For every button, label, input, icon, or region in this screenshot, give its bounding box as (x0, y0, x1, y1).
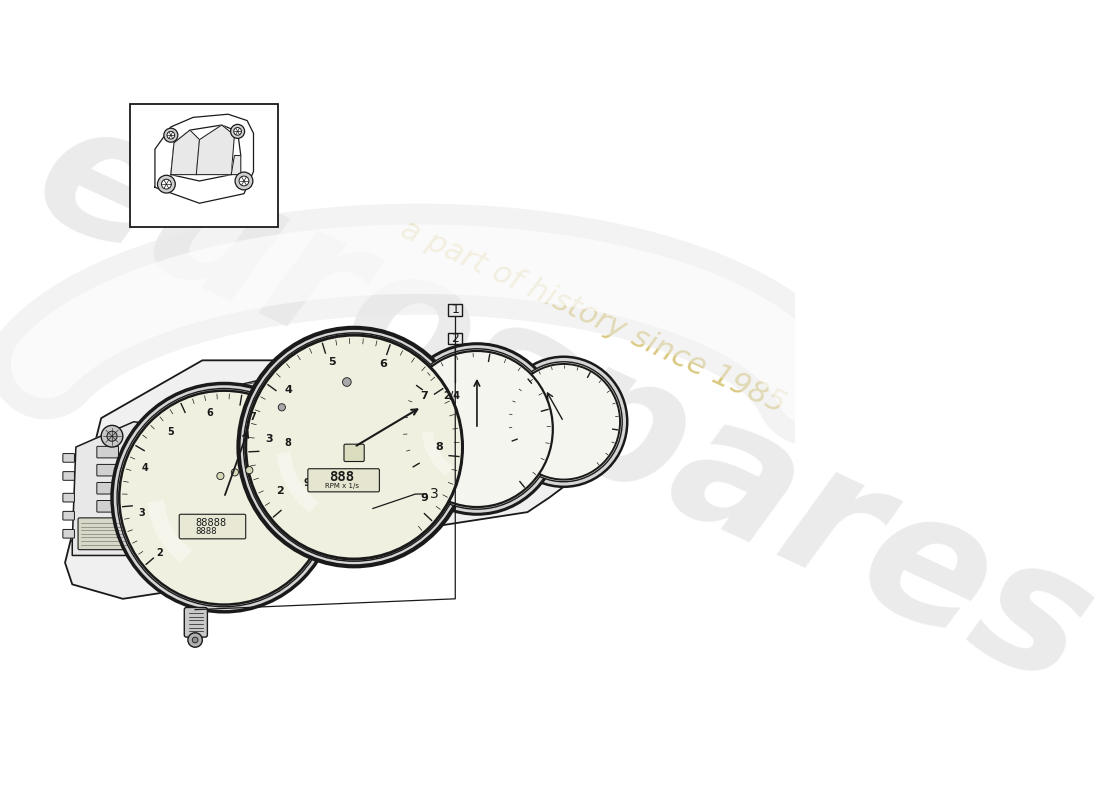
Circle shape (239, 176, 249, 186)
Bar (448, 304, 462, 315)
Polygon shape (170, 130, 199, 174)
Polygon shape (73, 422, 166, 555)
Circle shape (278, 404, 285, 411)
Circle shape (107, 431, 117, 442)
Text: 2/4: 2/4 (443, 391, 460, 402)
Text: 9: 9 (420, 493, 428, 503)
Text: 1: 1 (451, 303, 459, 316)
Circle shape (235, 172, 253, 190)
Text: 7: 7 (420, 391, 428, 402)
Text: 4: 4 (142, 463, 148, 474)
Text: 5: 5 (328, 357, 336, 366)
Circle shape (338, 374, 355, 390)
Text: 8: 8 (436, 442, 443, 452)
FancyBboxPatch shape (97, 482, 119, 494)
Ellipse shape (243, 333, 464, 562)
Text: 8888: 8888 (195, 527, 217, 536)
FancyBboxPatch shape (308, 469, 380, 492)
Ellipse shape (500, 357, 627, 487)
Circle shape (245, 466, 253, 474)
Text: a part of history since 1985: a part of history since 1985 (396, 215, 790, 419)
Polygon shape (65, 360, 585, 599)
FancyBboxPatch shape (97, 501, 119, 512)
Ellipse shape (119, 390, 329, 605)
Bar (448, 333, 462, 345)
FancyBboxPatch shape (63, 530, 75, 538)
Text: 7: 7 (250, 412, 256, 422)
Circle shape (234, 127, 242, 135)
Ellipse shape (117, 389, 331, 606)
Text: 8: 8 (285, 438, 292, 448)
Ellipse shape (505, 362, 623, 482)
Text: 3: 3 (139, 507, 145, 518)
Text: eurospares: eurospares (10, 83, 1100, 725)
Text: 5: 5 (167, 427, 174, 437)
FancyBboxPatch shape (63, 511, 75, 520)
Circle shape (192, 637, 198, 643)
Text: 2: 2 (451, 332, 459, 345)
FancyBboxPatch shape (344, 444, 364, 462)
Text: 9: 9 (304, 478, 310, 488)
Circle shape (366, 524, 379, 537)
FancyBboxPatch shape (63, 494, 75, 502)
Text: 3: 3 (265, 434, 273, 444)
FancyBboxPatch shape (78, 518, 157, 550)
Ellipse shape (245, 335, 462, 559)
Circle shape (167, 131, 175, 139)
Polygon shape (196, 125, 234, 174)
Circle shape (231, 124, 244, 138)
Circle shape (101, 426, 123, 447)
Ellipse shape (507, 364, 620, 479)
Polygon shape (152, 374, 310, 440)
Polygon shape (155, 114, 253, 203)
Text: RPM x 1/s: RPM x 1/s (324, 483, 359, 489)
FancyBboxPatch shape (63, 454, 75, 462)
Ellipse shape (399, 349, 556, 510)
Bar (130, 104, 278, 226)
FancyBboxPatch shape (317, 510, 349, 526)
Ellipse shape (239, 328, 470, 566)
Circle shape (217, 472, 224, 479)
Circle shape (188, 633, 202, 647)
FancyBboxPatch shape (97, 446, 119, 458)
Text: 6: 6 (379, 359, 387, 369)
Text: 888: 888 (329, 470, 354, 484)
Circle shape (157, 175, 175, 193)
FancyBboxPatch shape (185, 607, 208, 637)
Text: 3: 3 (430, 487, 439, 501)
Ellipse shape (394, 344, 560, 514)
Circle shape (164, 128, 178, 142)
Text: 6: 6 (206, 408, 212, 418)
Circle shape (275, 400, 289, 414)
FancyBboxPatch shape (97, 465, 119, 476)
FancyBboxPatch shape (365, 507, 381, 526)
Circle shape (162, 179, 172, 189)
Circle shape (342, 378, 351, 386)
Text: 2: 2 (276, 486, 284, 496)
FancyBboxPatch shape (179, 514, 245, 539)
Circle shape (231, 469, 239, 476)
Text: 4: 4 (285, 385, 293, 395)
Ellipse shape (112, 383, 336, 612)
Ellipse shape (402, 351, 553, 507)
Polygon shape (231, 155, 241, 174)
Text: 88888: 88888 (195, 518, 227, 528)
Text: 2: 2 (156, 548, 163, 558)
Circle shape (370, 527, 376, 533)
FancyBboxPatch shape (63, 472, 75, 480)
